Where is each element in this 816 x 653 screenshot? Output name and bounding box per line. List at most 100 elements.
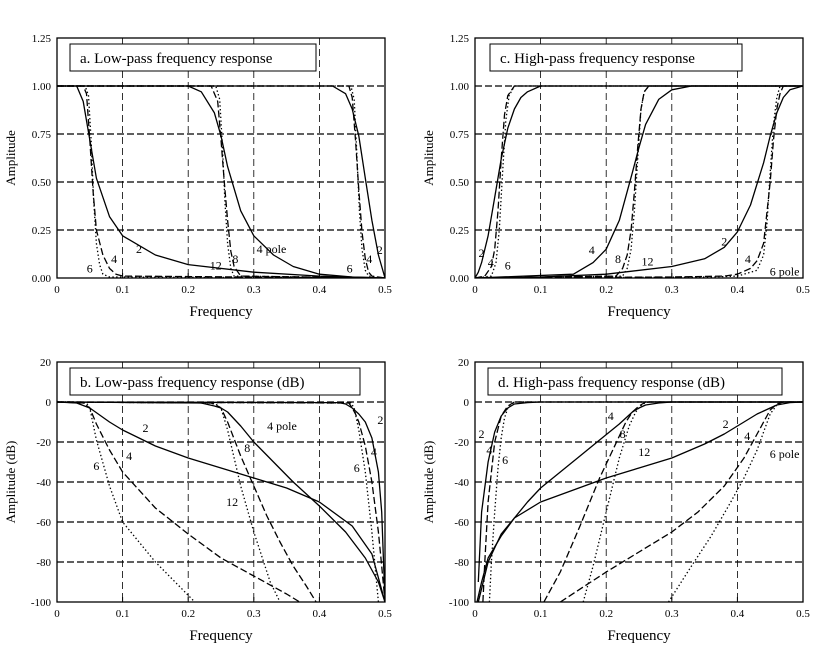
curve-label: 12 — [638, 445, 650, 459]
x-axis-label: Frequency — [189, 628, 253, 644]
series-line-dashed — [482, 401, 803, 602]
series-line-dotted — [57, 401, 380, 602]
curve-label: 2 — [479, 246, 485, 260]
y-tick-label: 0.25 — [450, 225, 470, 237]
x-tick-label: 0.3 — [247, 608, 261, 620]
x-tick-label: 0.5 — [796, 608, 810, 620]
y-tick-label: 20 — [40, 357, 52, 369]
x-tick-label: 0.4 — [313, 608, 327, 620]
y-tick-label: 0.75 — [32, 129, 52, 141]
curve-label: 4 — [486, 443, 492, 457]
series-line-solid — [57, 401, 385, 602]
x-tick-label: 0.4 — [313, 284, 327, 296]
curve-label: 6 — [87, 261, 93, 275]
x-tick-label: 0 — [472, 608, 478, 620]
y-tick-label: 1.25 — [450, 33, 470, 45]
x-tick-label: 0.4 — [731, 608, 745, 620]
chart-c: 0 0.1 0.2 0.3 0.4 0.5 0.00 0.25 0.50 0.75 1.00 1.25… — [421, 33, 810, 320]
curve-label: 4 pole — [267, 419, 297, 433]
series-line-dotted — [488, 401, 803, 602]
chart-title: d. High-pass frequency response (dB) — [498, 375, 725, 391]
series-line-solid — [57, 85, 385, 278]
y-axis-label: Amplitude (dB) — [3, 441, 18, 524]
y-tick-label: -100 — [449, 597, 470, 609]
y-tick-label: -60 — [454, 517, 469, 529]
title-box — [69, 43, 317, 72]
curve-label: 2 — [723, 417, 729, 431]
series-line-solid — [57, 401, 385, 602]
series-line-dashed — [475, 85, 803, 278]
series-line-dotted — [57, 85, 385, 278]
series-line-dotted — [475, 85, 803, 278]
series-line-dashed — [57, 401, 317, 602]
curve-label: 8 — [232, 252, 238, 266]
curve-label: 6 — [93, 459, 99, 473]
curve-label: 4 — [589, 243, 595, 257]
x-tick-label: 0.2 — [599, 284, 613, 296]
curve-label: 4 — [608, 409, 614, 423]
series-line-dotted — [582, 401, 803, 602]
curve-label: 6 pole — [770, 264, 800, 278]
series-line-dotted — [57, 401, 281, 602]
y-tick-label: 0.75 — [450, 129, 470, 141]
curve-label: 4 — [745, 252, 751, 266]
y-tick-label: 0.00 — [32, 273, 52, 285]
x-tick-label: 0 — [54, 608, 60, 620]
curve-label: 2 — [377, 243, 383, 257]
y-tick-label: 1.00 — [450, 81, 470, 93]
series-line-solid — [57, 401, 385, 602]
curve-label: 2 — [377, 413, 383, 427]
x-tick-label: 0.3 — [665, 284, 679, 296]
x-tick-label: 0.1 — [534, 608, 548, 620]
curve-label: 12 — [226, 495, 238, 509]
title-box — [487, 367, 783, 396]
series-line-solid — [475, 85, 803, 278]
curve-label: 4 pole — [257, 242, 287, 256]
y-tick-label: -40 — [454, 477, 469, 489]
curve-label: 4 — [744, 429, 750, 443]
y-tick-label: -80 — [454, 557, 469, 569]
x-tick-label: 0.2 — [181, 284, 195, 296]
series-line-dashed — [57, 85, 385, 278]
x-tick-label: 0.2 — [599, 608, 613, 620]
curve-label: 2 — [136, 242, 142, 256]
curve-label: 6 — [502, 453, 508, 467]
curve-label: 2 — [143, 421, 149, 435]
y-tick-label: 0.50 — [32, 177, 52, 189]
curve-label: 8 — [620, 427, 626, 441]
x-tick-label: 0.5 — [378, 608, 392, 620]
series-line-dotted — [57, 85, 385, 278]
series-line-dashed — [57, 85, 385, 278]
curve-label: 6 — [354, 461, 360, 475]
y-tick-label: 1.00 — [32, 81, 52, 93]
chart-title: c. High-pass frequency response — [500, 51, 695, 67]
curve-label: 4 — [371, 445, 377, 459]
y-tick-label: 0 — [464, 397, 470, 409]
curve-label: 4 — [126, 449, 132, 463]
y-axis-label: Amplitude — [3, 130, 18, 186]
series-line-solid — [477, 401, 803, 602]
series-line-solid — [475, 85, 803, 278]
title-box — [489, 43, 743, 72]
y-tick-label: 0.00 — [450, 273, 470, 285]
y-tick-label: -80 — [36, 557, 51, 569]
y-tick-label: 0 — [46, 397, 52, 409]
y-axis-label: Amplitude — [421, 130, 436, 186]
curve-label: 4 — [111, 252, 117, 266]
curve-label: 8 — [615, 252, 621, 266]
series-line-solid — [476, 401, 803, 602]
series-line-dashed — [57, 85, 385, 278]
y-tick-label: -20 — [454, 437, 469, 449]
y-tick-label: -40 — [36, 477, 51, 489]
curve-label: 2 — [479, 427, 485, 441]
x-axis-label: Frequency — [607, 304, 671, 320]
curve-label: 4 — [488, 256, 494, 270]
x-tick-label: 0.4 — [731, 284, 745, 296]
chart-title: a. Low-pass frequency response — [80, 51, 273, 67]
y-tick-label: 0.25 — [32, 225, 52, 237]
curve-label: 6 — [347, 261, 353, 275]
curve-label: 12 — [210, 259, 222, 273]
plot-frame — [56, 37, 386, 279]
x-tick-label: 0.5 — [796, 284, 810, 296]
